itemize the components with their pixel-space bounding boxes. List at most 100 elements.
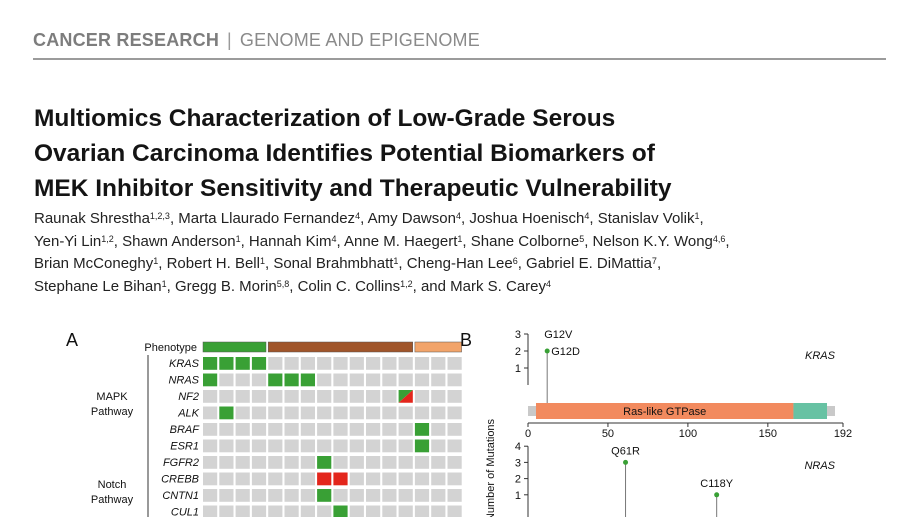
cell-empty: [414, 489, 430, 502]
article-title: Multiomics Characterization of Low-Grade…: [34, 101, 734, 206]
cell-empty: [268, 390, 283, 403]
cell-empty: [284, 406, 299, 420]
author-separator: ,: [289, 277, 298, 295]
author-name: Cheng-Han Lee: [406, 255, 513, 272]
cell-empty: [414, 472, 430, 486]
cell-empty: [317, 505, 332, 517]
cell-empty: [284, 390, 299, 403]
cell-empty: [219, 423, 234, 436]
cell-empty: [251, 456, 267, 469]
kras-mutation-label: G12V: [544, 329, 573, 341]
cell-empty: [414, 357, 430, 370]
cell-empty: [349, 390, 364, 403]
author-affiliation: 5: [579, 233, 585, 244]
cell-mutation: [219, 406, 234, 420]
cell-empty: [203, 406, 218, 420]
kras-y-tick-label: 3: [515, 329, 521, 341]
journal-header: CANCER RESEARCH | GENOME AND EPIGENOME: [33, 30, 480, 51]
kras-c-terminal-region: [793, 403, 828, 419]
phenotype-bar: [267, 341, 413, 353]
author-separator: ,: [240, 232, 249, 250]
cell-mutation: [235, 357, 250, 370]
author-name: Marta Llaurado Fernandez: [178, 210, 356, 227]
author-name: Shawn Anderson: [122, 232, 236, 250]
cell-mutation: [251, 357, 267, 370]
nras-mutation-label: C118Y: [700, 478, 733, 490]
cell-empty: [333, 406, 348, 420]
kras-x-tick-label: 100: [679, 428, 697, 440]
kras-domain-label: Ras-like GTPase: [623, 406, 706, 418]
kras-x-tick-label: 150: [759, 428, 777, 440]
cell-empty: [235, 456, 250, 469]
author-name: Stephane Le Bihan: [34, 277, 162, 295]
cell-mutation: [414, 423, 430, 436]
phenotype-bar: [414, 341, 462, 353]
kras-domain-ras-like-gtpase: [535, 403, 794, 419]
author-separator: ,: [656, 255, 662, 272]
cell-empty: [382, 456, 397, 469]
cell-mutation: [284, 373, 299, 387]
cell-empty: [382, 423, 397, 436]
cell-empty: [203, 472, 218, 486]
author-affiliation: 1: [393, 256, 399, 266]
cell-empty: [382, 390, 397, 403]
cell-empty: [447, 489, 462, 502]
cell-empty: [366, 373, 381, 387]
author-affiliation: 4: [455, 211, 461, 221]
cell-empty: [219, 439, 234, 453]
cell-empty: [251, 406, 267, 420]
author-name: Raunak Shrestha: [34, 210, 150, 227]
nras-lollipop-head: [714, 492, 720, 498]
cell-mutation: [300, 373, 315, 387]
nras-y-tick-label: 3: [515, 457, 521, 469]
cell-empty: [268, 357, 283, 370]
cell-empty: [268, 472, 283, 486]
author-name: Hannah Kim: [248, 232, 332, 250]
nras-y-tick-label: 2: [515, 474, 521, 486]
cell-empty: [333, 489, 348, 502]
cell-empty: [382, 505, 397, 517]
author-name: Mark S. Carey: [450, 277, 547, 295]
cell-empty: [251, 373, 267, 387]
cell-empty: [219, 456, 234, 469]
author-affiliation: 1: [161, 278, 167, 289]
author-separator: ,: [462, 232, 471, 250]
gene-label: ALK: [177, 408, 199, 420]
cell-empty: [447, 423, 462, 436]
cell-empty: [203, 439, 218, 453]
author-name: Yen-Yi Lin: [34, 232, 102, 250]
cell-empty: [235, 439, 250, 453]
cell-amplification: [317, 472, 332, 486]
cell-empty: [382, 357, 397, 370]
cell-amplification: [333, 472, 348, 486]
cell-empty: [235, 489, 250, 502]
author-separator: ,: [398, 255, 407, 272]
cell-empty: [300, 439, 315, 453]
cell-empty: [398, 357, 413, 370]
cell-empty: [268, 439, 283, 453]
cell-empty: [284, 357, 299, 370]
cell-empty: [235, 472, 250, 486]
cell-empty: [431, 373, 446, 387]
cell-empty: [317, 373, 332, 387]
cell-empty: [251, 472, 267, 486]
author-affiliation: 4: [355, 211, 361, 221]
cell-empty: [398, 423, 413, 436]
nras-mutation-label: Q61R: [611, 445, 640, 457]
cell-empty: [431, 456, 446, 469]
kras-x-tick-label: 0: [525, 428, 531, 440]
kras-lollipop-head: [544, 348, 550, 354]
cell-empty: [414, 373, 430, 387]
gene-label: CUL1: [171, 507, 199, 517]
author-line: Yen-Yi Lin1,2, Shawn Anderson1, Hannah K…: [34, 231, 864, 254]
cell-empty: [203, 505, 218, 517]
kras-y-tick-label: 1: [515, 363, 521, 375]
author-line: Brian McConeghy1, Robert H. Bell1, Sonal…: [34, 253, 864, 276]
cell-empty: [349, 505, 364, 517]
cell-empty: [431, 390, 446, 403]
cell-empty: [219, 373, 234, 387]
author-affiliation: 1: [153, 256, 159, 266]
author-affiliation: 1: [235, 233, 241, 244]
